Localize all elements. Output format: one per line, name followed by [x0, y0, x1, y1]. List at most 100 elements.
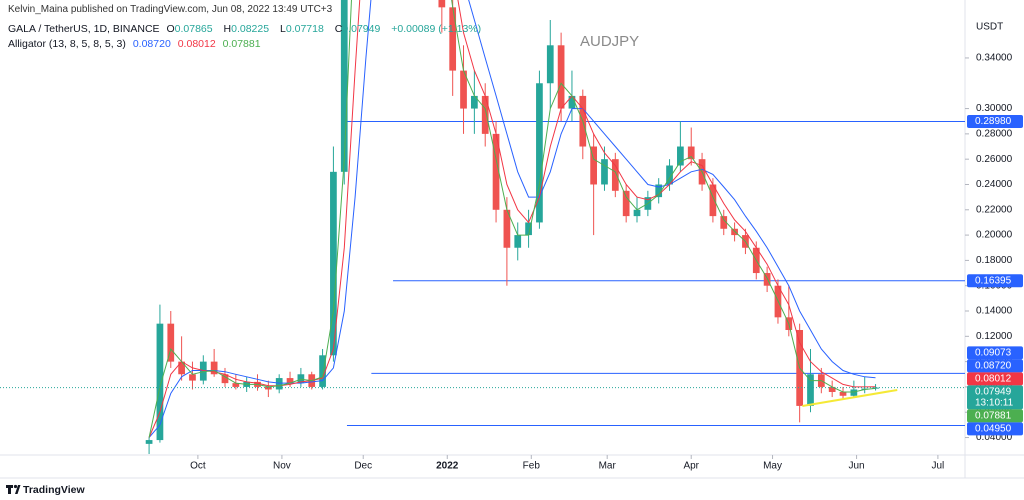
- x-tick-label: Dec: [354, 461, 372, 472]
- candle-body: [286, 378, 294, 384]
- price-label-box: 0.08012: [967, 372, 1023, 386]
- candle-body: [145, 440, 153, 444]
- y-tick-label: 0.14000: [976, 306, 1013, 317]
- candle-body: [167, 323, 175, 362]
- candle-body: [622, 190, 630, 217]
- candle-body: [319, 355, 326, 387]
- price-label-box: 0.28980: [967, 114, 1023, 128]
- price-label-bg: [967, 346, 1023, 360]
- y-tick-label: 0.04000: [976, 432, 1013, 443]
- y-tick-label: 0.20000: [976, 230, 1013, 241]
- candle-body: [275, 378, 283, 390]
- price-label-box: 0.07881: [967, 409, 1023, 423]
- price-label: 0.09073: [975, 347, 1012, 358]
- ohlc-letter: C: [334, 23, 343, 35]
- y-tick-label: 0.22000: [976, 204, 1013, 215]
- candle-body: [189, 374, 196, 381]
- brand-logo: [6, 484, 21, 494]
- ohlc-value: 0.07949: [342, 23, 381, 35]
- y-tick-label: 0.28000: [976, 129, 1013, 140]
- candle-body: [872, 387, 879, 389]
- price-label: 0.16395: [975, 275, 1012, 286]
- currency-label: USDT: [976, 22, 1003, 33]
- trendline: [802, 388, 898, 408]
- price-label: 0.07881: [975, 410, 1012, 421]
- price-label-bg: [967, 274, 1023, 288]
- x-tick-label: Jun: [849, 461, 865, 472]
- ohlc: O0.07865: [166, 23, 216, 35]
- candle-body: [264, 386, 272, 390]
- ohlc-value: 0.08225: [231, 23, 270, 35]
- price-label: 0.08012: [975, 373, 1012, 384]
- y-tick-label: 0.18000: [976, 255, 1013, 266]
- candle-body: [655, 184, 663, 198]
- indicator-line: Alligator (13, 8, 5, 8, 5, 3) 0.08720 0.…: [8, 38, 265, 50]
- price-axis: 0.040000.060000.080000.100000.120000.140…: [965, 53, 1023, 443]
- brand-name: TradingView: [23, 484, 85, 496]
- logo-part: [15, 485, 21, 494]
- candle-body: [568, 95, 576, 109]
- indicator-line: [148, 0, 876, 438]
- y-tick-label: 0.12000: [976, 331, 1013, 342]
- ohlc-value: 0.07865: [174, 23, 213, 35]
- y-tick-label: 0.26000: [976, 154, 1013, 165]
- price-label: 0.08720: [975, 360, 1012, 371]
- candle-body: [536, 83, 543, 223]
- candle-body: [460, 70, 467, 109]
- ohlc-letter: O: [166, 23, 175, 35]
- ohlc: L0.07718: [280, 23, 328, 35]
- candle-body: [232, 383, 240, 387]
- price-label: 0.04950: [975, 423, 1012, 434]
- ohlc: C0.07949: [335, 23, 385, 35]
- price-label-bg: [967, 114, 1023, 128]
- candle-body: [449, 7, 457, 71]
- candle-body: [709, 184, 717, 217]
- ohlc-value: 0.07718: [285, 23, 324, 35]
- candle-body: [210, 361, 218, 375]
- x-tick-label: Jul: [931, 461, 944, 472]
- candle-body: [178, 361, 185, 375]
- price-label-bg: [967, 359, 1023, 373]
- candle-body: [221, 374, 229, 384]
- indicator-line: [148, 0, 876, 438]
- ohlc-letter: H: [223, 23, 232, 35]
- candle-body: [471, 95, 478, 109]
- candle-body: [199, 361, 207, 381]
- candle-body: [557, 45, 565, 109]
- y-tick-label: 0.24000: [976, 179, 1013, 190]
- logo-part: [8, 485, 11, 494]
- price-label-bg: [967, 385, 1023, 410]
- y-tick-label: 0.34000: [976, 53, 1013, 64]
- publisher: Kelvin_Maina published on TradingView.co…: [8, 4, 333, 15]
- candle-body: [156, 323, 164, 441]
- indicator-value: 0.08720: [132, 38, 171, 50]
- candle-body: [503, 209, 511, 248]
- candle-body: [720, 216, 728, 229]
- price-label-box: 0.04950: [967, 422, 1023, 436]
- candle-body: [850, 389, 858, 396]
- candle-body: [330, 171, 337, 356]
- candle-body: [633, 209, 641, 217]
- price-label-bg: [967, 372, 1023, 386]
- candle-body: [438, 0, 446, 8]
- x-tick-label: Nov: [273, 461, 291, 472]
- candle-body: [677, 146, 684, 166]
- candle-body: [525, 222, 532, 236]
- candle-body: [601, 159, 608, 185]
- candle-body: [514, 235, 522, 248]
- candle-body: [492, 133, 500, 210]
- candle-body: [687, 146, 695, 160]
- x-tick-label: May: [763, 461, 782, 472]
- price-label-bg: [967, 422, 1023, 436]
- ohlc-letter: L: [280, 23, 286, 35]
- indicator-line: [148, 0, 876, 438]
- candle-body: [546, 45, 554, 84]
- candle-body: [611, 159, 619, 191]
- x-tick-label: 2022: [436, 461, 459, 472]
- candle-body: [828, 386, 836, 392]
- candle-body: [297, 374, 305, 384]
- y-tick-label: 0.30000: [976, 103, 1013, 114]
